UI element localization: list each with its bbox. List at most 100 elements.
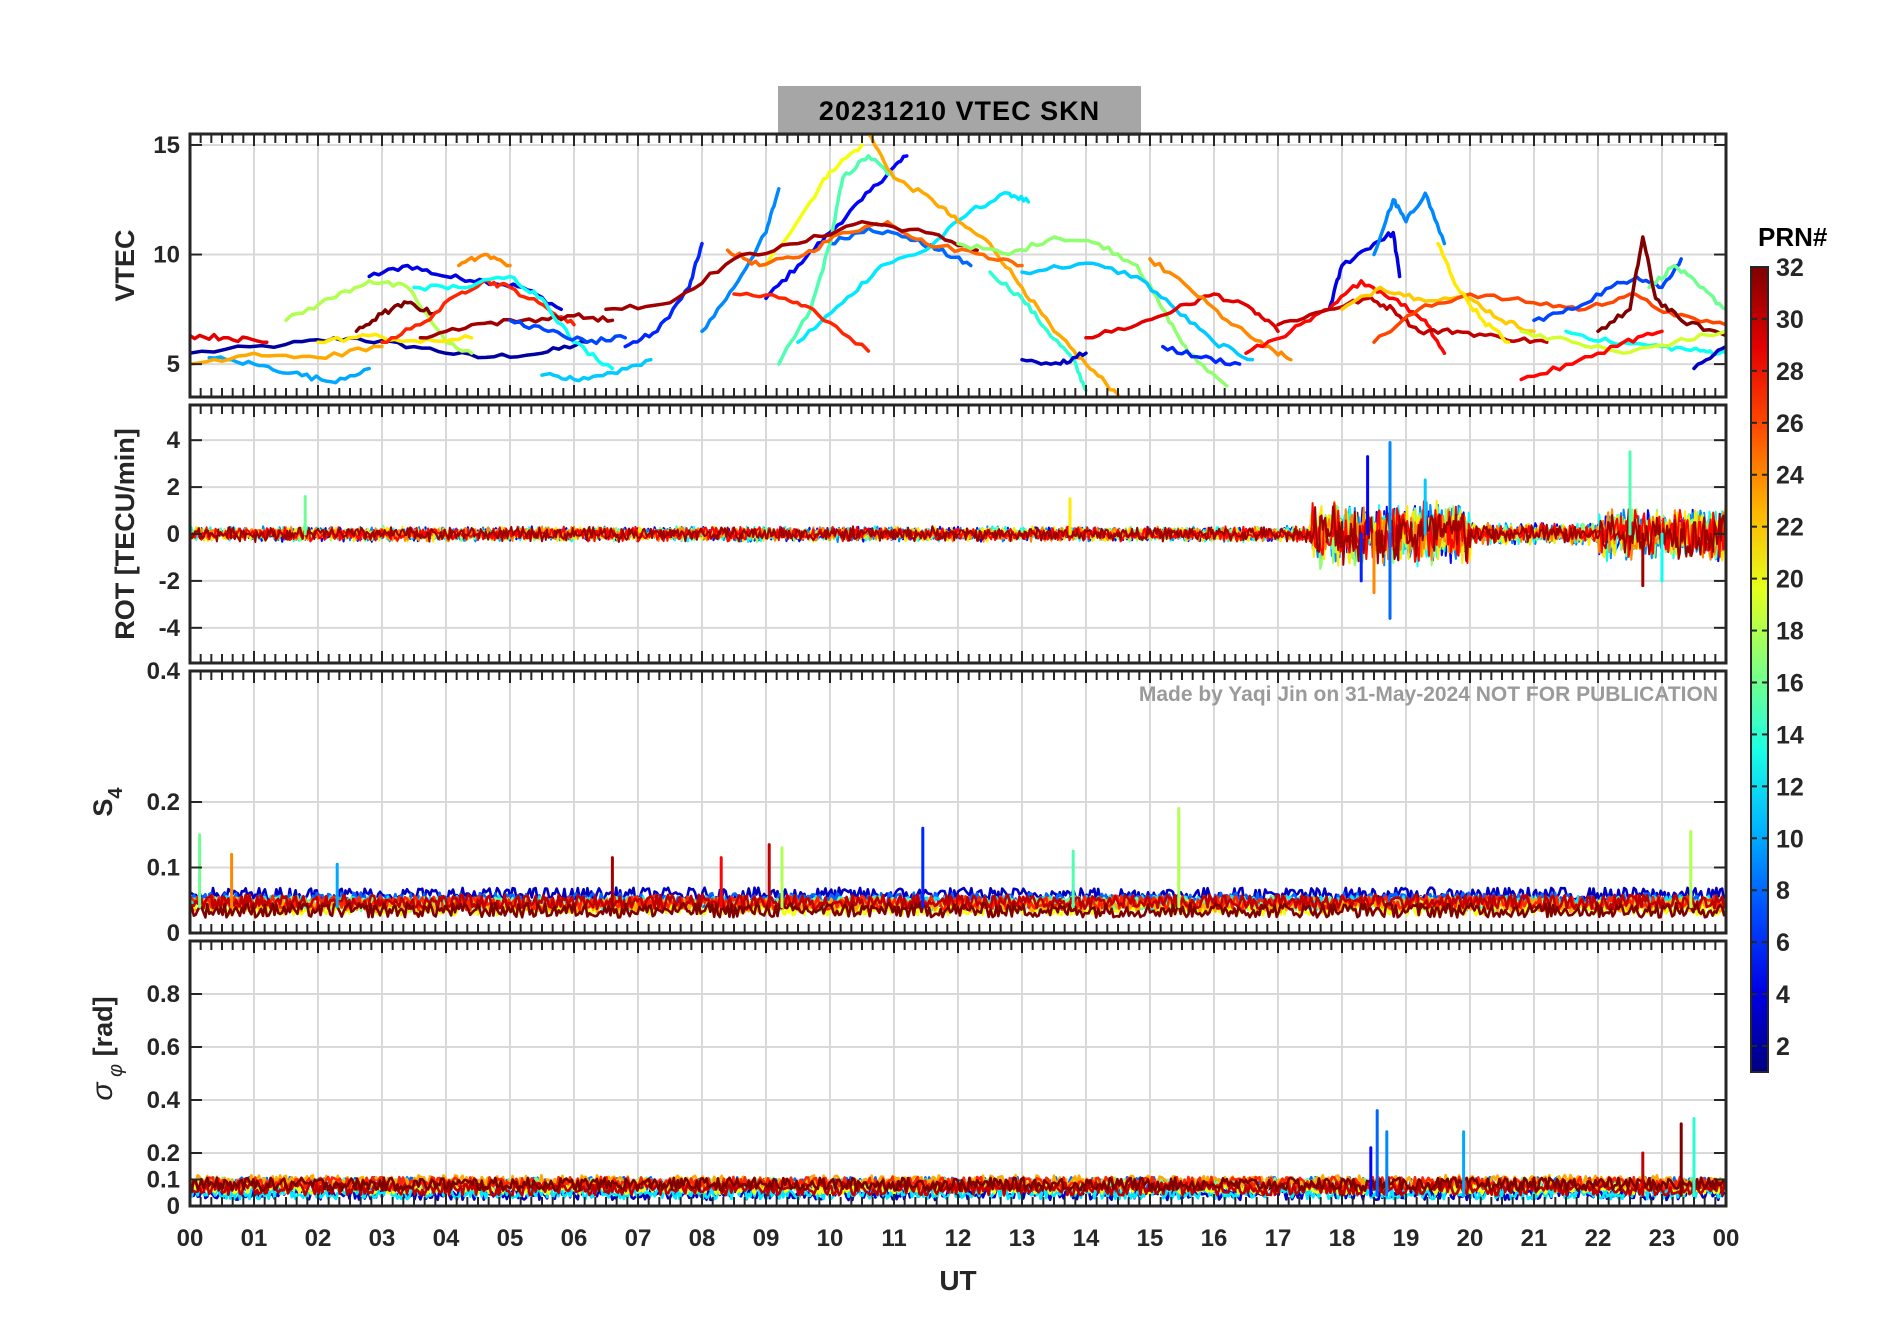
vtec-series-line: [316, 332, 474, 345]
axis-ticks: [189, 134, 1727, 397]
colorbar-tick-label: 24: [1776, 462, 1804, 490]
panel-sigma-phi: 00.10.2 0.4 0.6 0.8: [147, 939, 1728, 1220]
colorbar-gradient: [1750, 266, 1769, 1073]
colorbar-tick-label: 18: [1776, 618, 1804, 646]
y-tick-label: 10: [153, 242, 180, 269]
colorbar-tick-label: 30: [1776, 306, 1804, 334]
colorbar-tick-label: 4: [1776, 981, 1790, 1009]
y-tick-label: -2: [159, 568, 180, 595]
vtec-series-line: [1519, 329, 1726, 355]
series-group: [190, 1109, 1726, 1202]
x-tick-label: 05: [497, 1225, 524, 1252]
vtec-series-line: [1327, 230, 1402, 312]
x-tick-label: 07: [625, 1225, 652, 1252]
panel-vtec: 5 10 15: [153, 132, 1728, 399]
colorbar-tick-label: 22: [1776, 514, 1804, 542]
chart-title: 20231210 VTEC SKN: [778, 86, 1141, 136]
y-tick-label: 0.2: [147, 1140, 180, 1167]
series-group: [190, 441, 1726, 620]
x-tick-label: 11: [881, 1225, 906, 1252]
vtec-series-line: [764, 154, 909, 301]
colorbar-tick-label: 12: [1776, 773, 1804, 801]
vtec-series-line: [190, 332, 269, 344]
y-tick-label: 0: [167, 920, 180, 947]
panel-rot: -4 -2 0 2 4: [159, 403, 1728, 665]
vtec-series-line: [1148, 257, 1293, 362]
x-tick-label: 22: [1585, 1225, 1612, 1252]
vtec-series-line: [284, 279, 474, 355]
colorbar-tick-label: 6: [1776, 929, 1790, 957]
colorbar-tick-label: 28: [1776, 358, 1804, 386]
x-tick-label: 08: [689, 1225, 716, 1252]
y-axis-label: VTEC: [110, 229, 140, 301]
x-tick-label: 04: [433, 1225, 460, 1252]
y-tick-label: 0.1: [147, 1167, 180, 1194]
axis-ticks: [189, 670, 1727, 934]
vtec-series-line: [1244, 279, 1447, 355]
y-axis-label: ROT [TECU/min]: [110, 428, 140, 639]
vtec-series-line: [1020, 351, 1088, 366]
series-group: [190, 134, 1726, 397]
vtec-series-line: [956, 235, 1229, 388]
x-tick-label: 14: [1073, 1225, 1100, 1252]
x-tick-label: 00: [1713, 1225, 1740, 1252]
colorbar-tick-label: 16: [1776, 669, 1804, 697]
series-group: [190, 807, 1726, 919]
vtec-series-line: [540, 357, 653, 383]
vtec-series-line: [1532, 257, 1683, 323]
vtec-series-line: [604, 219, 979, 312]
panel-s4: 0 0.1 0.2 0.4: [147, 658, 1728, 947]
vtec-series-line: [190, 344, 384, 366]
vtec-series-line: [418, 312, 615, 340]
colorbar-tick-label: 2: [1776, 1033, 1790, 1061]
colorbar-label: PRN#: [1758, 222, 1828, 252]
y-tick-label: 0: [167, 521, 180, 548]
vtec-series-line: [207, 355, 371, 385]
vtec-series-line: [1692, 344, 1726, 371]
colorbar-tick-label: 26: [1776, 410, 1804, 438]
vtec-series-line: [190, 336, 589, 360]
y-tick-label: 0.4: [147, 658, 181, 685]
vtec-series-line: [1436, 241, 1511, 344]
y-tick-label: 5: [167, 351, 180, 378]
x-tick-label: 15: [1137, 1225, 1164, 1252]
vtec-series-line: [796, 191, 1031, 344]
vtec-series-line: [866, 134, 1120, 397]
x-tick-label: 01: [241, 1225, 268, 1252]
x-tick-label: 17: [1265, 1225, 1292, 1252]
x-tick-label: 06: [561, 1225, 588, 1252]
y-tick-label: 0: [167, 1193, 180, 1220]
y-tick-label: 0.8: [147, 981, 180, 1008]
colorbar-tick-label: 10: [1776, 825, 1804, 853]
axis-ticks: [189, 405, 1727, 663]
grid: [189, 134, 1727, 397]
vtec-series-line: [1020, 261, 1255, 362]
vtec-series-line: [777, 154, 896, 366]
colorbar-tick-label: 8: [1776, 877, 1790, 905]
vtec-series-line: [1276, 295, 1549, 345]
x-tick-label: 18: [1329, 1225, 1356, 1252]
rot-series-line: [190, 505, 1726, 566]
x-tick-label: 12: [945, 1225, 972, 1252]
vtec-series-line: [1084, 292, 1280, 340]
vtec-series-line: [1340, 285, 1536, 334]
x-tick-label: 13: [1009, 1225, 1036, 1252]
grid: [189, 941, 1727, 1207]
scint-series-line: [190, 1176, 1726, 1193]
y-tick-label: 15: [153, 132, 180, 159]
y-axis-label-sigma-phi: σ φ [rad]: [86, 996, 127, 1100]
vtec-series-line: [1596, 235, 1726, 338]
vtec-series-line: [1647, 263, 1726, 312]
colorbar-tick-label: 20: [1776, 566, 1804, 594]
x-tick-label: 20: [1457, 1225, 1484, 1252]
vtec-series-line: [1372, 191, 1447, 257]
y-tick-label: -4: [159, 615, 181, 642]
x-tick-label: 23: [1649, 1225, 1676, 1252]
scint-series-line: [190, 893, 1726, 911]
y-tick-label: 0.1: [147, 855, 180, 882]
vtec-series-line: [1161, 344, 1242, 367]
y-axis-label-s4: S4: [88, 787, 127, 817]
vtec-series-line: [354, 300, 435, 334]
colorbar-tick-label: 32: [1776, 254, 1804, 282]
